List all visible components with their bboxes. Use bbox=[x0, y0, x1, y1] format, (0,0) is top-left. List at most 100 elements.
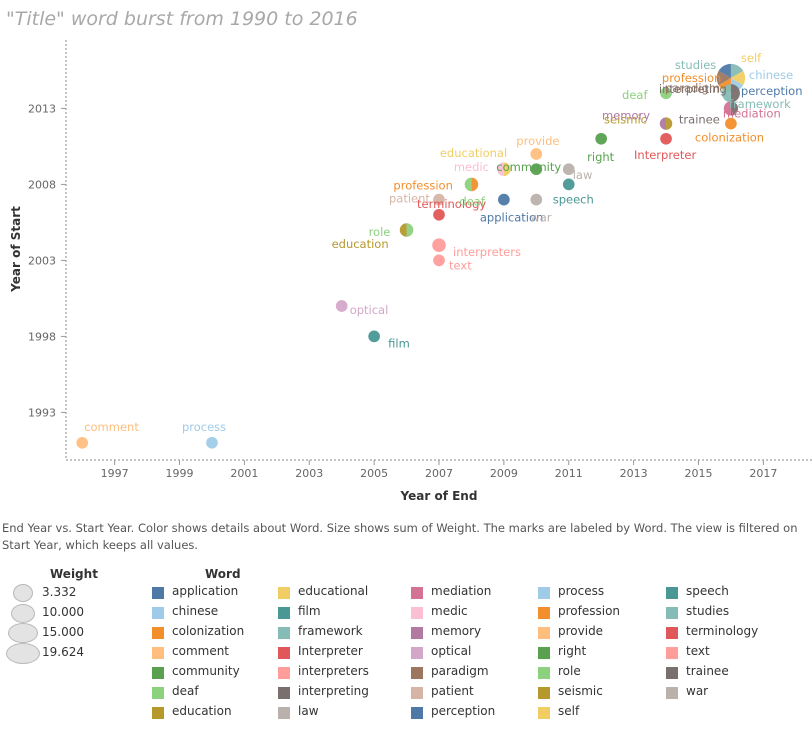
word-legend-label: mediation bbox=[431, 584, 492, 598]
chart-title: "Title" word burst from 1990 to 2016 bbox=[6, 8, 358, 30]
color-swatch bbox=[538, 607, 550, 619]
data-label-interpreters: interpreters bbox=[453, 245, 521, 259]
word-legend-label: profession bbox=[558, 604, 621, 618]
word-legend-label: speech bbox=[686, 584, 729, 598]
data-label-colonization: colonization bbox=[695, 131, 764, 145]
word-legend-label: role bbox=[558, 664, 581, 678]
x-tick-label: 2001 bbox=[230, 467, 258, 480]
data-point-perception bbox=[718, 63, 731, 78]
data-label-terminology: terminology bbox=[417, 197, 486, 211]
color-swatch bbox=[666, 627, 678, 639]
data-label-right: right bbox=[587, 150, 615, 164]
word-legend-label: right bbox=[558, 644, 587, 658]
word-legend-label: interpreting bbox=[298, 684, 369, 698]
data-point-patient bbox=[433, 193, 445, 206]
data-point-community bbox=[530, 163, 543, 176]
data-label-studies: studies bbox=[675, 58, 716, 72]
word-legend-label: process bbox=[558, 584, 605, 598]
data-point-Interpreter bbox=[660, 132, 672, 145]
data-label-educational: educational bbox=[440, 146, 507, 160]
word-legend-label: perception bbox=[431, 704, 496, 718]
word-legend-label: application bbox=[172, 584, 239, 598]
data-label-role: role bbox=[369, 225, 391, 239]
color-swatch bbox=[278, 687, 290, 699]
color-swatch bbox=[152, 647, 164, 659]
data-point-comment bbox=[76, 436, 89, 449]
size-marker bbox=[13, 584, 33, 602]
color-swatch bbox=[152, 667, 164, 679]
chart-caption: End Year vs. Start Year. Color shows det… bbox=[2, 521, 798, 552]
color-swatch bbox=[411, 607, 423, 619]
word-legend-label: film bbox=[298, 604, 321, 618]
data-label-medic: medic bbox=[454, 160, 489, 174]
word-legend-label: seismic bbox=[558, 684, 603, 698]
data-point-interpreters bbox=[432, 238, 446, 252]
word-legend-label: text bbox=[686, 644, 710, 658]
word-legend-label: patient bbox=[431, 684, 474, 698]
x-tick-label: 2009 bbox=[490, 467, 518, 480]
y-tick-label: 2008 bbox=[28, 178, 56, 191]
legend: Weight 3.332 10.000 15.000 19.624 Word appl… bbox=[0, 563, 812, 748]
word-legend-label: war bbox=[686, 684, 709, 698]
data-point-process bbox=[206, 436, 218, 449]
color-swatch bbox=[411, 707, 423, 719]
word-legend-label: comment bbox=[172, 644, 230, 658]
weight-legend-label: 10.000 bbox=[42, 605, 84, 619]
color-swatch bbox=[278, 607, 290, 619]
x-tick-label: 2015 bbox=[684, 467, 712, 480]
color-swatch bbox=[666, 607, 678, 619]
x-tick-label: 2005 bbox=[360, 467, 388, 480]
data-point-paradigm bbox=[716, 70, 731, 86]
y-tick-label: 1993 bbox=[28, 406, 56, 419]
color-swatch bbox=[538, 627, 550, 639]
word-legend-label: provide bbox=[558, 624, 604, 638]
color-swatch bbox=[278, 627, 290, 639]
x-axis-title: Year of End bbox=[400, 489, 478, 503]
data-point-self bbox=[730, 70, 746, 86]
data-label-application: application bbox=[480, 211, 543, 225]
data-point-role bbox=[406, 223, 414, 237]
color-swatch bbox=[278, 647, 290, 659]
data-point-colonization bbox=[725, 117, 737, 130]
data-point-mediation bbox=[723, 101, 731, 116]
data-label-law: law bbox=[573, 168, 593, 182]
data-point-war bbox=[530, 193, 543, 206]
x-tick-label: 2003 bbox=[295, 467, 323, 480]
data-point-profession bbox=[471, 177, 479, 192]
color-swatch bbox=[666, 647, 678, 659]
x-tick-label: 2013 bbox=[620, 467, 648, 480]
word-legend-label: interpreters bbox=[298, 664, 369, 678]
color-swatch bbox=[538, 667, 550, 679]
word-legend-label: Interpreter bbox=[298, 644, 363, 658]
data-label-paradigm: paradigm bbox=[665, 81, 720, 95]
size-marker bbox=[8, 623, 38, 643]
data-label-optical: optical bbox=[350, 303, 389, 317]
y-tick-label: 2003 bbox=[28, 254, 56, 267]
data-label-perception: perception bbox=[741, 84, 803, 98]
color-swatch bbox=[538, 707, 550, 719]
data-label-deaf: deaf bbox=[459, 194, 485, 208]
data-label-memory: memory bbox=[602, 109, 650, 123]
data-point-text bbox=[433, 254, 445, 267]
y-axis-title: Year of Start bbox=[9, 206, 23, 293]
color-swatch bbox=[538, 687, 550, 699]
word-legend-label: self bbox=[558, 704, 580, 718]
data-point-speech bbox=[562, 178, 575, 191]
data-label-Interpreter: Interpreter bbox=[634, 148, 696, 162]
color-swatch bbox=[411, 627, 423, 639]
color-swatch bbox=[152, 587, 164, 599]
data-label-interpreting: interpreting bbox=[659, 82, 727, 96]
color-swatch bbox=[538, 647, 550, 659]
data-label-speech: speech bbox=[553, 192, 594, 206]
data-label-profession: profession bbox=[393, 178, 452, 192]
size-marker bbox=[11, 603, 35, 623]
data-point-optical bbox=[335, 300, 348, 312]
weight-legend-label: 3.332 bbox=[42, 585, 77, 599]
size-marker bbox=[6, 642, 40, 664]
color-swatch bbox=[666, 587, 678, 599]
color-swatch bbox=[278, 587, 290, 599]
weight-legend-label: 15.000 bbox=[42, 625, 84, 639]
word-legend-label: community bbox=[172, 664, 240, 678]
word-legend-label: memory bbox=[431, 624, 482, 638]
data-point-law bbox=[562, 163, 575, 176]
